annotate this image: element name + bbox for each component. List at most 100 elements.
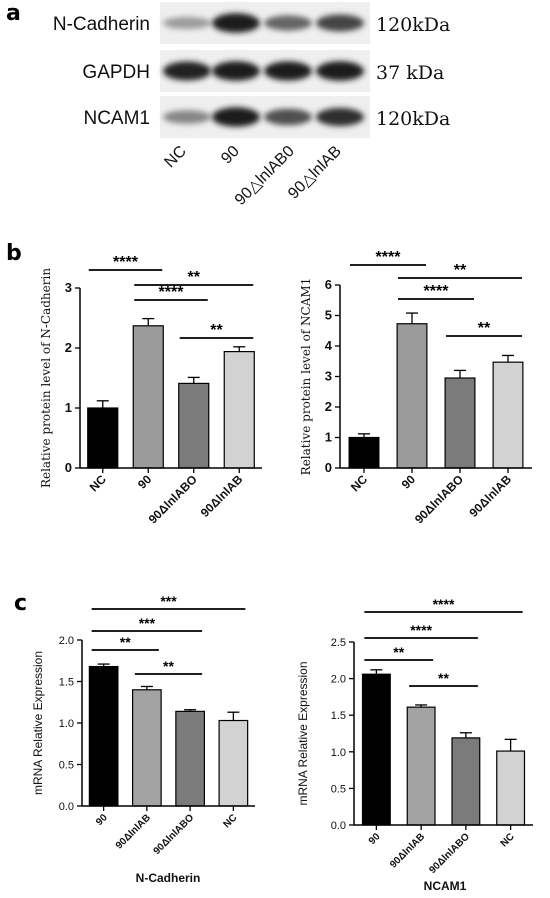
chart-ncam1-mrna: 0.0 0.5 1.0 1.5 2.0 2.5 90 90ΔlnlAB 90ΔlnlABO NC m…: [296, 596, 533, 893]
significance-stars: **: [163, 658, 174, 674]
y-tick-label: 2: [65, 340, 72, 355]
bar: [132, 689, 162, 807]
blot-band: [212, 13, 260, 33]
x-tick-label: 90ΔlnlABO: [152, 812, 197, 857]
x-tick-label: NC: [221, 812, 239, 830]
bar: [492, 361, 524, 469]
bar: [132, 325, 164, 469]
blot-band: [163, 61, 211, 81]
blot-band: [212, 107, 260, 127]
blot-size-label: 37 kDa: [376, 62, 444, 84]
significance-stars: ***: [139, 615, 156, 631]
x-axis-title: NCAM1: [424, 879, 467, 893]
y-axis-title: mRNA Relative Expression: [296, 661, 310, 805]
x-tick-label: 90ΔlnlABO: [427, 831, 472, 876]
significance-stars: ****: [410, 622, 432, 638]
significance-stars: **: [478, 320, 491, 337]
blot-band: [316, 61, 364, 81]
significance-stars: **: [454, 262, 467, 279]
bar: [223, 351, 255, 469]
panel-label-b: b: [6, 241, 22, 266]
significance-stars: **: [188, 269, 201, 286]
y-axis-title: Relative protein level of NCAM1: [299, 278, 313, 476]
bar: [178, 382, 210, 469]
y-tick-label: 5: [325, 308, 332, 323]
x-tick-label: NC: [348, 472, 370, 494]
y-tick-label: 6: [325, 277, 332, 292]
y-tick-label: 0.5: [331, 783, 346, 795]
western-blot: N-Cadherin 120kDa GAPDH 37 kDa NCAM1 120kDa NC…: [53, 2, 450, 209]
y-tick-label: 1.0: [59, 718, 74, 730]
blot-size-label: 120kDa: [376, 108, 450, 130]
blot-band: [316, 107, 364, 127]
y-tick-label: 2.5: [331, 637, 346, 649]
x-tick-label: NC: [87, 472, 109, 494]
bar: [406, 706, 436, 826]
y-tick-label: 1: [65, 400, 72, 415]
x-tick-label: 90: [135, 472, 155, 492]
y-tick-label: 4: [325, 338, 333, 353]
x-axis-title: N-Cadherin: [136, 871, 201, 885]
y-tick-label: 0: [65, 460, 72, 475]
blot-band: [264, 61, 312, 81]
significance-stars: **: [438, 670, 449, 686]
blot-band: [316, 14, 364, 32]
y-tick-label: 0.0: [59, 801, 74, 813]
x-tick-label: 90ΔlnlABO: [146, 472, 200, 526]
blot-lane-label: 90: [218, 143, 243, 168]
x-tick-label: 90ΔlnlAB: [467, 472, 515, 520]
bar: [396, 323, 428, 469]
y-tick-label: 0.0: [331, 820, 346, 832]
bar: [348, 436, 380, 469]
panel-label-c: c: [14, 591, 27, 616]
significance-stars: ****: [433, 596, 455, 612]
significance-stars: ****: [159, 284, 185, 301]
y-axis-title: Relative protein level of N-Cadherin: [39, 268, 53, 488]
significance-stars: ****: [113, 254, 139, 271]
bar: [451, 737, 481, 826]
blot-band: [264, 108, 312, 126]
blot-row-label: N-Cadherin: [53, 14, 150, 35]
significance-stars: ****: [424, 283, 450, 300]
y-tick-label: 1.5: [331, 710, 346, 722]
blot-band: [212, 61, 260, 81]
x-tick-label: 90ΔlnlAB: [114, 812, 153, 851]
bar: [444, 377, 476, 469]
x-tick-label: 90ΔlnlABO: [412, 472, 466, 526]
significance-stars: **: [393, 644, 404, 660]
blot-band: [163, 16, 211, 30]
x-tick-label: 90: [367, 831, 383, 847]
panel-label-a: a: [6, 1, 21, 26]
y-tick-label: 1.5: [59, 677, 74, 689]
bar: [361, 673, 391, 826]
bar: [87, 407, 119, 469]
y-axis-title: mRNA Relative Expression: [31, 651, 45, 795]
significance-stars: ****: [376, 249, 402, 266]
y-tick-label: 2.0: [59, 635, 74, 647]
x-tick-label: 90: [94, 812, 110, 828]
y-tick-label: 0.5: [59, 760, 74, 772]
y-tick-label: 3: [325, 369, 332, 384]
x-tick-label: 90ΔlnlAB: [388, 831, 427, 870]
blot-row-label: GAPDH: [82, 62, 150, 83]
blot-row-label: NCAM1: [83, 108, 150, 129]
y-tick-label: 0: [325, 460, 332, 475]
blot-lane-label: 90△lnlAB0: [232, 143, 298, 209]
y-tick-label: 1: [325, 430, 332, 445]
bar: [175, 710, 205, 807]
blot-band: [264, 15, 312, 31]
y-tick-label: 2.0: [331, 674, 346, 686]
x-tick-label: NC: [499, 831, 517, 849]
x-tick-label: 90ΔlnlAB: [198, 472, 246, 520]
significance-stars: ***: [160, 593, 177, 609]
bar: [496, 750, 526, 826]
bar: [218, 719, 249, 807]
significance-stars: **: [210, 322, 223, 339]
y-tick-label: 2: [325, 399, 332, 414]
bar: [88, 665, 119, 807]
significance-stars: **: [120, 634, 131, 650]
